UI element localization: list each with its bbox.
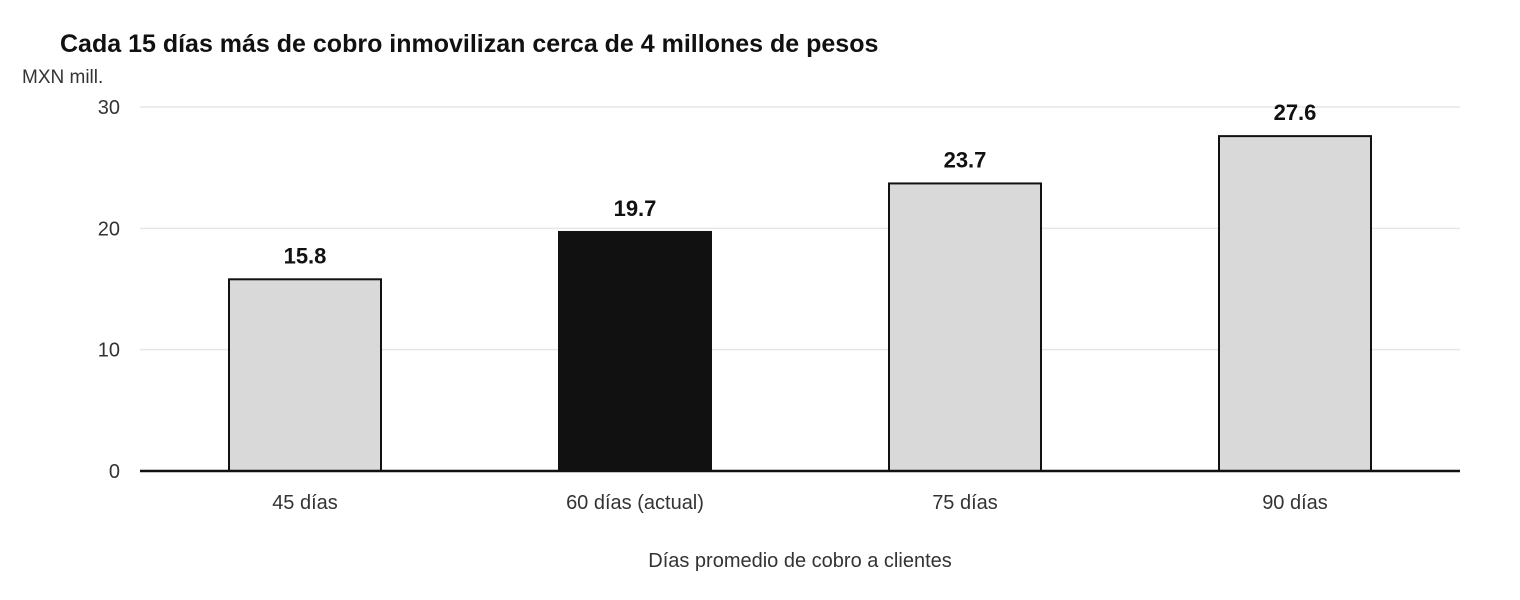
bar-4 xyxy=(1218,135,1372,472)
y-tick-label: 10 xyxy=(98,340,120,362)
bars xyxy=(228,135,1372,472)
bar-value-label: 15.8 xyxy=(284,243,327,268)
x-category-label: 45 días xyxy=(272,492,338,514)
y-axis-ticks: 0 10 20 30 xyxy=(98,97,120,483)
x-axis-title: Días promedio de cobro a clientes xyxy=(648,550,952,572)
value-labels: 15.8 19.7 23.7 27.6 xyxy=(284,100,1317,268)
y-axis-unit-label: MXN mill. xyxy=(22,67,103,88)
bar-value-label: 23.7 xyxy=(944,147,987,172)
bar-2 xyxy=(558,230,712,472)
x-category-label: 60 días (actual) xyxy=(566,492,704,514)
y-tick-label: 0 xyxy=(109,461,120,483)
x-category-label: 90 días xyxy=(1262,492,1328,514)
bar-value-label: 19.7 xyxy=(614,196,657,221)
bar-1 xyxy=(228,278,382,472)
bar-3 xyxy=(888,182,1042,472)
chart-title: Cada 15 días más de cobro inmovilizan ce… xyxy=(60,30,878,58)
bar-value-label: 27.6 xyxy=(1274,100,1317,125)
y-tick-label: 20 xyxy=(98,218,120,240)
y-tick-label: 30 xyxy=(98,97,120,119)
x-category-label: 75 días xyxy=(932,492,998,514)
x-axis-categories: 45 días 60 días (actual) 75 días 90 días xyxy=(272,492,1328,514)
